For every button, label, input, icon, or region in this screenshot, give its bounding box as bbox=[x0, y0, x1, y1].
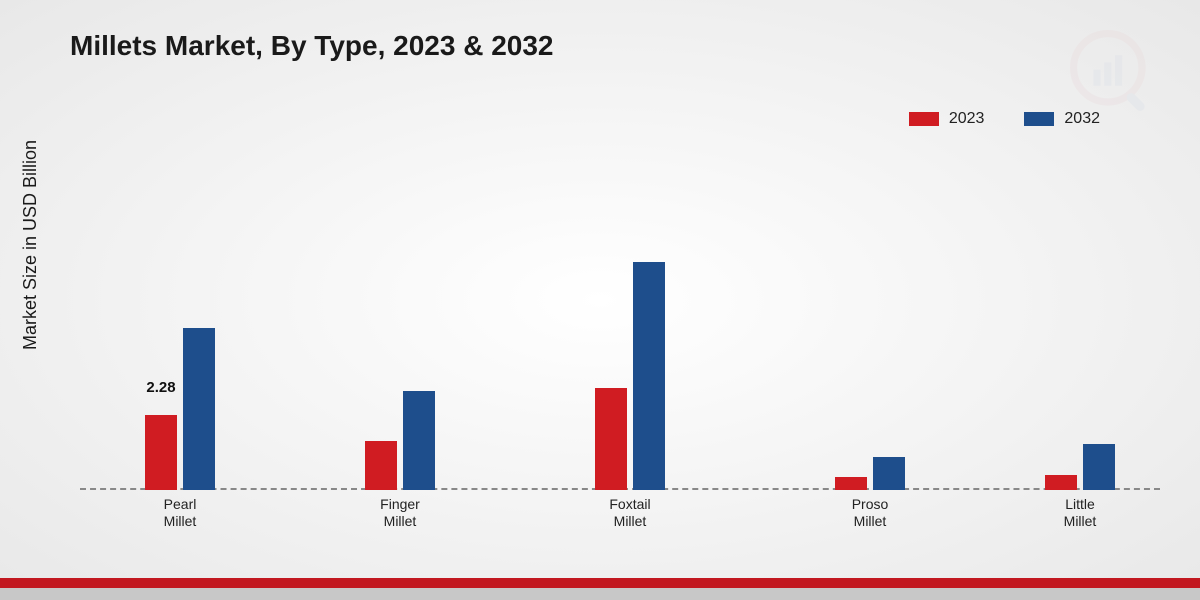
x-axis-label: ProsoMillet bbox=[810, 496, 930, 530]
bar-2032 bbox=[403, 391, 435, 490]
bar-group bbox=[340, 391, 460, 490]
legend-label-2023: 2023 bbox=[949, 110, 985, 128]
x-axis-label: PearlMillet bbox=[120, 496, 240, 530]
bar-2023 bbox=[1045, 475, 1077, 490]
footer-gray-stripe bbox=[0, 588, 1200, 600]
footer-bar bbox=[0, 578, 1200, 600]
y-axis-label: Market Size in USD Billion bbox=[20, 140, 41, 350]
bar-2032 bbox=[183, 328, 215, 490]
chart-title: Millets Market, By Type, 2023 & 2032 bbox=[70, 30, 554, 62]
bar-2032 bbox=[633, 262, 665, 490]
x-axis-label: FingerMillet bbox=[340, 496, 460, 530]
footer-red-stripe bbox=[0, 578, 1200, 588]
x-axis-label: FoxtailMillet bbox=[570, 496, 690, 530]
plot-area: PearlMillet FingerMillet FoxtailMillet Pros… bbox=[80, 160, 1160, 530]
bar-2032 bbox=[873, 457, 905, 490]
legend-swatch-2023 bbox=[909, 112, 939, 126]
bar-group bbox=[570, 262, 690, 490]
bar-group bbox=[1020, 444, 1140, 490]
bar-2023 bbox=[145, 415, 177, 490]
legend-swatch-2032 bbox=[1024, 112, 1054, 126]
value-label: 2.28 bbox=[146, 379, 175, 396]
legend-item-2032: 2032 bbox=[1024, 110, 1100, 128]
bar-2023 bbox=[835, 477, 867, 490]
bar-group bbox=[810, 457, 930, 490]
legend: 2023 2032 bbox=[909, 110, 1100, 128]
bar-2023 bbox=[365, 441, 397, 491]
x-axis-label: LittleMillet bbox=[1020, 496, 1140, 530]
watermark-logo bbox=[1070, 30, 1160, 120]
legend-item-2023: 2023 bbox=[909, 110, 985, 128]
bar-2023 bbox=[595, 388, 627, 490]
bar-group bbox=[120, 328, 240, 490]
bar-2032 bbox=[1083, 444, 1115, 490]
legend-label-2032: 2032 bbox=[1064, 110, 1100, 128]
